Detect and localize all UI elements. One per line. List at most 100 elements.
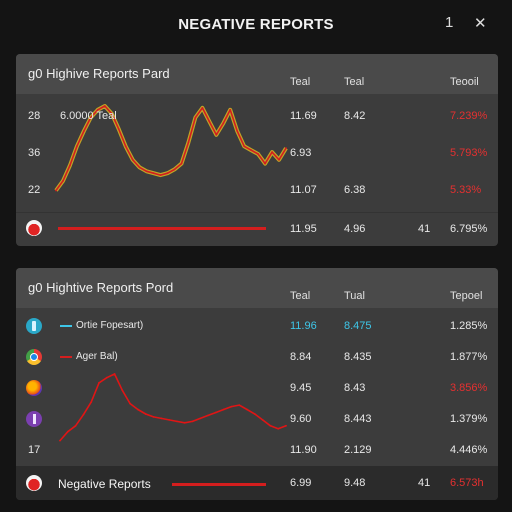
report-panel-2: g0 Hightive Reports Pord Teal Tual Tepoe… (16, 268, 498, 500)
column-header[interactable]: Teal (290, 76, 311, 88)
cell-percent: 5.793% (450, 147, 488, 159)
record-icon[interactable] (26, 475, 42, 491)
close-button[interactable]: ✕ (474, 15, 487, 32)
cell-percent: 6.795% (450, 223, 488, 235)
column-header[interactable]: Teal (290, 290, 311, 302)
cell-value: 9.48 (344, 477, 366, 489)
cell-percent: 7.239% (450, 110, 488, 122)
info-icon[interactable] (26, 318, 42, 334)
row-label: 36 (28, 147, 41, 159)
data-point (121, 389, 124, 392)
data-point (269, 424, 272, 427)
progress-bar (172, 483, 266, 486)
cell-value: 4.96 (344, 223, 366, 235)
data-point (160, 417, 163, 420)
legend-label: Ortie Fopesart) (76, 320, 144, 331)
data-point (55, 189, 57, 192)
legend-swatch (60, 356, 72, 358)
data-point (236, 130, 239, 132)
data-point (285, 424, 287, 427)
app-title: NEGATIVE REPORTS (178, 16, 334, 33)
cell-value: 11.95 (290, 223, 317, 235)
panel-header: g0 Highive Reports Pard Teal Teal Teooil (16, 54, 498, 94)
data-point (144, 413, 147, 415)
record-icon[interactable] (26, 220, 42, 236)
line-chart (59, 373, 287, 442)
row-label: 28 (28, 110, 41, 122)
data-point (257, 153, 259, 155)
menu-button[interactable]: 1 (445, 14, 454, 31)
cell-value: 11.07 (290, 184, 317, 196)
column-header[interactable]: Tepoel (450, 290, 483, 302)
data-point (187, 141, 190, 144)
cell-value: 8.443 (344, 413, 372, 425)
data-point (201, 107, 204, 109)
data-point (74, 424, 77, 427)
data-point (222, 408, 225, 411)
chart-annotation: 6.0000 Teal (60, 110, 117, 122)
panel-title: g0 Hightive Reports Pord (28, 280, 174, 295)
cell-percent: 4.446% (450, 444, 488, 456)
column-header[interactable]: Tual (344, 290, 365, 302)
legend-swatch (60, 325, 72, 327)
cell-value: 2.129 (344, 444, 372, 456)
data-point (199, 417, 202, 420)
report-panel-1: g0 Highive Reports Pard Teal Teal Teooil… (16, 54, 498, 246)
data-point (138, 166, 141, 169)
cell-percent: 1.285% (450, 320, 488, 332)
data-point (176, 420, 178, 423)
data-point (194, 116, 197, 119)
data-point (261, 419, 264, 421)
cell-percent: 1.877% (450, 351, 488, 363)
data-point (173, 168, 176, 171)
data-point (166, 172, 169, 175)
cell-value: 41 (418, 223, 431, 235)
row-label: 22 (28, 184, 41, 196)
data-point (124, 145, 127, 148)
data-point (69, 164, 71, 167)
data-point (222, 122, 225, 125)
data-point (253, 413, 256, 415)
cell-value: 8.84 (290, 351, 312, 363)
cell-value: 11.96 (290, 320, 317, 332)
cell-value: 41 (418, 477, 431, 489)
data-point (89, 116, 92, 119)
data-point (76, 145, 78, 148)
data-point (159, 174, 162, 176)
data-point (243, 145, 246, 148)
data-point (105, 376, 108, 379)
data-point (82, 413, 85, 416)
data-point (152, 416, 155, 418)
cell-value: 9.45 (290, 382, 312, 394)
data-point (250, 149, 253, 152)
data-point (285, 147, 287, 150)
data-point (103, 105, 106, 107)
data-point (66, 430, 69, 433)
firefox-icon[interactable] (26, 380, 42, 396)
data-point (129, 402, 131, 405)
cell-value: 8.435 (344, 351, 372, 363)
app-icon[interactable] (26, 411, 42, 427)
column-header[interactable]: Teal (344, 76, 365, 88)
cell-value: 9.60 (290, 413, 312, 425)
data-point (264, 162, 266, 165)
cell-value: 8.43 (344, 382, 366, 394)
data-point (207, 414, 210, 417)
data-point (271, 151, 273, 153)
column-header[interactable]: Teooil (450, 76, 479, 88)
cell-percent: 6.573h (450, 477, 484, 489)
data-point (152, 172, 155, 175)
cell-value: 6.93 (290, 147, 312, 159)
cell-value: 8.42 (344, 110, 366, 122)
data-point (137, 408, 139, 411)
cell-percent: 3.856% (450, 382, 488, 394)
data-point (191, 420, 194, 423)
data-point (113, 373, 116, 375)
data-point (183, 421, 186, 424)
chrome-icon[interactable] (26, 349, 42, 365)
line-chart (54, 104, 288, 192)
data-point (277, 427, 280, 430)
series-line (55, 105, 287, 191)
summary-label: Negative Reports (58, 477, 151, 491)
title-bar: NEGATIVE REPORTS 1 ✕ (0, 0, 512, 50)
